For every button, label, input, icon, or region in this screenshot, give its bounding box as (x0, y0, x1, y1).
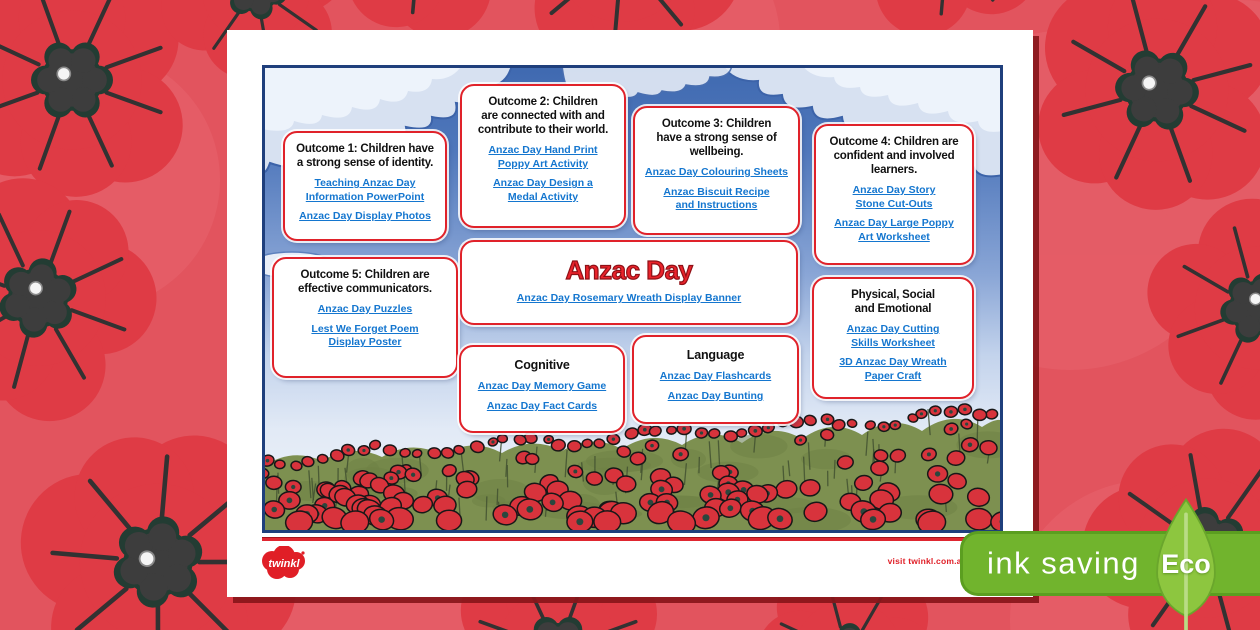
outcome-1-box: Outcome 1: Children have a strong sense … (283, 131, 447, 241)
link-bunting[interactable]: Anzac Day Bunting (667, 389, 764, 402)
link-anzac-day-display-photos[interactable]: Anzac Day Display Photos (299, 210, 431, 223)
footer-divider (262, 537, 1003, 541)
link-teaching-anzac-day-powerpoint[interactable]: Teaching Anzac Day Information PowerPoin… (305, 177, 425, 203)
outcome-5-box: Outcome 5: Children are effective commun… (272, 257, 458, 378)
link-cutting-skills-worksheet[interactable]: Anzac Day Cutting Skills Worksheet (846, 323, 940, 349)
link-lest-we-forget-poster[interactable]: Lest We Forget Poem Display Poster (311, 322, 419, 349)
cognitive-box: Cognitive Anzac Day Memory Game Anzac Da… (459, 345, 625, 433)
link-3d-wreath-paper-craft[interactable]: 3D Anzac Day Wreath Paper Craft (839, 356, 947, 382)
outcome-2-box: Outcome 2: Children are connected with a… (460, 84, 626, 228)
link-hand-print-poppy-art[interactable]: Anzac Day Hand Print Poppy Art Activity (488, 144, 598, 170)
link-colouring-sheets[interactable]: Anzac Day Colouring Sheets (645, 166, 788, 179)
outcome-5-heading: Outcome 5: Children are effective commun… (298, 269, 432, 296)
physical-social-emotional-box: Physical, Social and Emotional Anzac Day… (812, 277, 974, 399)
link-rosemary-wreath-banner[interactable]: Anzac Day Rosemary Wreath Display Banner (516, 292, 742, 304)
visit-url-text: visit twinkl.com.au (887, 556, 967, 566)
ink-saving-eco-banner: ink saving Eco (960, 497, 1260, 630)
outcome-4-box: Outcome 4: Children are confident and in… (814, 124, 974, 265)
outcome-1-heading: Outcome 1: Children have a strong sense … (296, 143, 434, 170)
outcome-3-box: Outcome 3: Children have a strong sense … (633, 106, 800, 235)
link-large-poppy-art-worksheet[interactable]: Anzac Day Large Poppy Art Worksheet (834, 217, 954, 243)
outcome-2-heading: Outcome 2: Children are connected with a… (477, 96, 609, 137)
link-memory-game[interactable]: Anzac Day Memory Game (477, 380, 607, 393)
outcome-4-heading: Outcome 4: Children are confident and in… (829, 136, 959, 177)
outcome-3-heading: Outcome 3: Children have a strong sense … (656, 118, 777, 159)
link-story-stone-cutouts[interactable]: Anzac Day Story Stone Cut-Outs (852, 184, 936, 210)
link-flashcards[interactable]: Anzac Day Flashcards (659, 370, 772, 383)
eco-leaf-icon: Eco (1149, 493, 1223, 630)
eco-label: Eco (1161, 549, 1211, 579)
link-fact-cards[interactable]: Anzac Day Fact Cards (486, 399, 598, 412)
document-page: Outcome 1: Children have a strong sense … (227, 30, 1033, 597)
ink-saving-label: ink saving (987, 544, 1140, 580)
language-box: Language Anzac Day Flashcards Anzac Day … (632, 335, 799, 424)
link-biscuit-recipe[interactable]: Anzac Biscuit Recipe and Instructions (663, 185, 770, 212)
language-heading: Language (686, 348, 745, 362)
link-design-a-medal[interactable]: Anzac Day Design a Medal Activity (493, 177, 593, 203)
cognitive-heading: Cognitive (514, 358, 570, 372)
page-title: Anzac Day (565, 254, 694, 285)
pse-heading: Physical, Social and Emotional (851, 289, 935, 316)
anzac-day-title-box: Anzac Day Anzac Day Rosemary Wreath Disp… (460, 240, 798, 325)
twinkl-logo: twinkl (262, 546, 305, 579)
link-anzac-day-puzzles[interactable]: Anzac Day Puzzles (317, 303, 413, 316)
svg-text:twinkl: twinkl (268, 558, 300, 570)
